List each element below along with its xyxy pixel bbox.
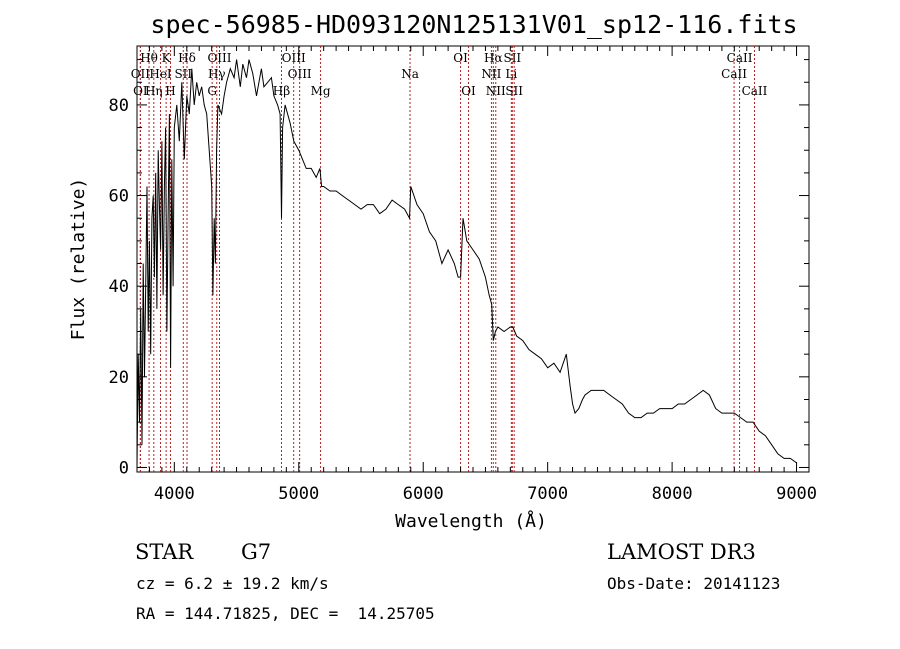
reference-line-label: Na (401, 67, 419, 81)
reference-line-label: HeI (149, 67, 172, 81)
reference-line-label: H (165, 84, 175, 98)
reference-line-label: Hα (484, 51, 503, 65)
reference-line-label: SII (505, 84, 523, 98)
reference-line-label: OIII (207, 51, 231, 65)
y-axis-label: Flux (relative) (68, 178, 89, 341)
coordinates: RA = 144.71825, DEC = 14.25705 (136, 604, 435, 623)
reference-line-label: SII (503, 51, 521, 65)
x-axis-ticks: 4000 5000 6000 7000 8000 9000 (136, 46, 817, 504)
reference-line-label: OI (133, 84, 148, 98)
reference-line-label: OII (131, 67, 151, 81)
x-tick-label: 5000 (278, 484, 319, 504)
x-tick-label: 9000 (776, 484, 817, 504)
x-tick-label: 7000 (527, 484, 568, 504)
reference-line-label: Hγ (208, 67, 226, 81)
reference-line-label: Hθ (140, 51, 158, 65)
y-axis-ticks: 0 20 40 60 80 (109, 59, 809, 478)
reference-line-label: SII (174, 67, 192, 81)
reference-line-label: G (207, 84, 217, 98)
info-panel: STAR G7 LAMOST DR3 cz = 6.2 ± 19.2 km/s … (135, 540, 780, 623)
spectrum-line (136, 59, 797, 468)
reference-line-label: Hη (145, 84, 163, 98)
reference-line-label: K (162, 51, 172, 65)
reference-line-labels: OII OI Hθ Hη HeI K H SII Hδ G Hγ OIII Hβ OIII OIII Mg Na… (131, 51, 768, 98)
y-tick-label: 20 (109, 368, 129, 388)
y-tick-label: 0 (119, 458, 129, 478)
redshift-value: cz = 6.2 ± 19.2 km/s (136, 574, 329, 593)
reference-line-label: OIII (282, 51, 306, 65)
object-class: STAR (135, 540, 194, 564)
survey-name: LAMOST DR3 (607, 540, 756, 564)
reference-line-label: CaII (727, 51, 753, 65)
observation-date: Obs-Date: 20141123 (607, 574, 780, 593)
x-axis-label: Wavelength (Å) (395, 510, 547, 532)
y-tick-label: 60 (109, 187, 129, 207)
y-tick-label: 40 (109, 277, 129, 297)
reference-line-label: NII (486, 84, 506, 98)
plot-frame (136, 45, 810, 473)
reference-line-label: NII (481, 67, 501, 81)
y-tick-label: 80 (109, 96, 129, 116)
x-tick-label: 4000 (154, 484, 195, 504)
reference-line-label: OI (453, 51, 468, 65)
chart-title: spec-56985-HD093120N125131V01_sp12-116.f… (150, 10, 797, 39)
reference-line-label: CaII (742, 84, 768, 98)
reference-line-label: CaII (721, 67, 747, 81)
reference-line-label: Hδ (178, 51, 196, 65)
x-tick-label: 6000 (403, 484, 444, 504)
reference-line-label: Li (505, 67, 517, 81)
reference-line-label: Hβ (273, 84, 290, 98)
object-subclass: G7 (241, 540, 271, 564)
reference-line-label: Mg (311, 84, 331, 98)
reference-line-label: OI (461, 84, 476, 98)
x-tick-label: 8000 (652, 484, 693, 504)
reference-line-label: OIII (288, 67, 312, 81)
